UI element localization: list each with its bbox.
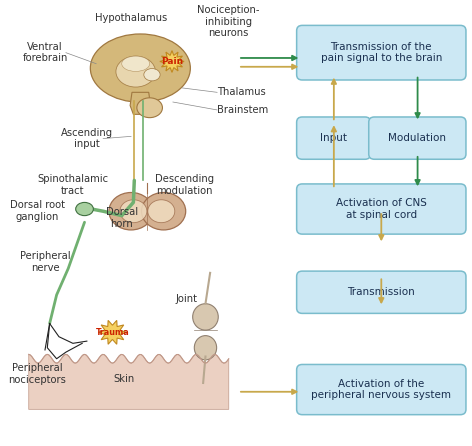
- Text: Peripheral
nociceptors: Peripheral nociceptors: [8, 363, 66, 385]
- Polygon shape: [29, 354, 229, 409]
- Text: Activation of CNS
at spinal cord: Activation of CNS at spinal cord: [336, 198, 427, 220]
- Ellipse shape: [148, 200, 175, 223]
- Text: Hypothalamus: Hypothalamus: [95, 13, 167, 23]
- Text: Pain: Pain: [161, 57, 183, 66]
- Text: Input: Input: [320, 133, 347, 143]
- Ellipse shape: [109, 193, 153, 230]
- Text: Nociception-
inhibiting
neurons: Nociception- inhibiting neurons: [197, 5, 260, 38]
- Polygon shape: [160, 51, 184, 72]
- Text: Thalamus: Thalamus: [217, 87, 266, 97]
- Text: Spinothalamic
tract: Spinothalamic tract: [37, 174, 109, 196]
- Ellipse shape: [142, 193, 185, 230]
- Text: Ventral
forebrain: Ventral forebrain: [22, 42, 67, 63]
- FancyBboxPatch shape: [296, 271, 466, 314]
- Text: Joint: Joint: [176, 294, 198, 304]
- Text: Brainstem: Brainstem: [217, 105, 269, 115]
- Ellipse shape: [194, 336, 217, 360]
- FancyBboxPatch shape: [369, 117, 466, 159]
- FancyBboxPatch shape: [296, 117, 371, 159]
- Ellipse shape: [76, 202, 93, 215]
- Text: Activation of the
peripheral nervous system: Activation of the peripheral nervous sys…: [312, 379, 451, 401]
- Text: Modulation: Modulation: [388, 133, 447, 143]
- Ellipse shape: [120, 200, 147, 223]
- Ellipse shape: [137, 98, 162, 118]
- Ellipse shape: [144, 69, 160, 81]
- Text: Descending
modulation: Descending modulation: [155, 174, 214, 196]
- Ellipse shape: [90, 34, 190, 102]
- FancyBboxPatch shape: [296, 184, 466, 234]
- Ellipse shape: [122, 56, 150, 71]
- Ellipse shape: [193, 304, 218, 330]
- Text: Ascending
input: Ascending input: [61, 128, 113, 149]
- Text: Dorsal root
ganglion: Dorsal root ganglion: [9, 200, 65, 222]
- Text: Transmission of the
pain signal to the brain: Transmission of the pain signal to the b…: [320, 42, 442, 63]
- Ellipse shape: [116, 56, 155, 87]
- FancyBboxPatch shape: [296, 364, 466, 415]
- Text: Skin: Skin: [113, 375, 135, 384]
- FancyBboxPatch shape: [296, 25, 466, 80]
- Polygon shape: [99, 320, 126, 344]
- Text: Peripheral
nerve: Peripheral nerve: [20, 251, 70, 273]
- Text: Dorsal
horn: Dorsal horn: [106, 207, 138, 229]
- Text: Trauma: Trauma: [95, 328, 129, 337]
- Polygon shape: [130, 92, 151, 114]
- Text: Transmission: Transmission: [347, 287, 415, 297]
